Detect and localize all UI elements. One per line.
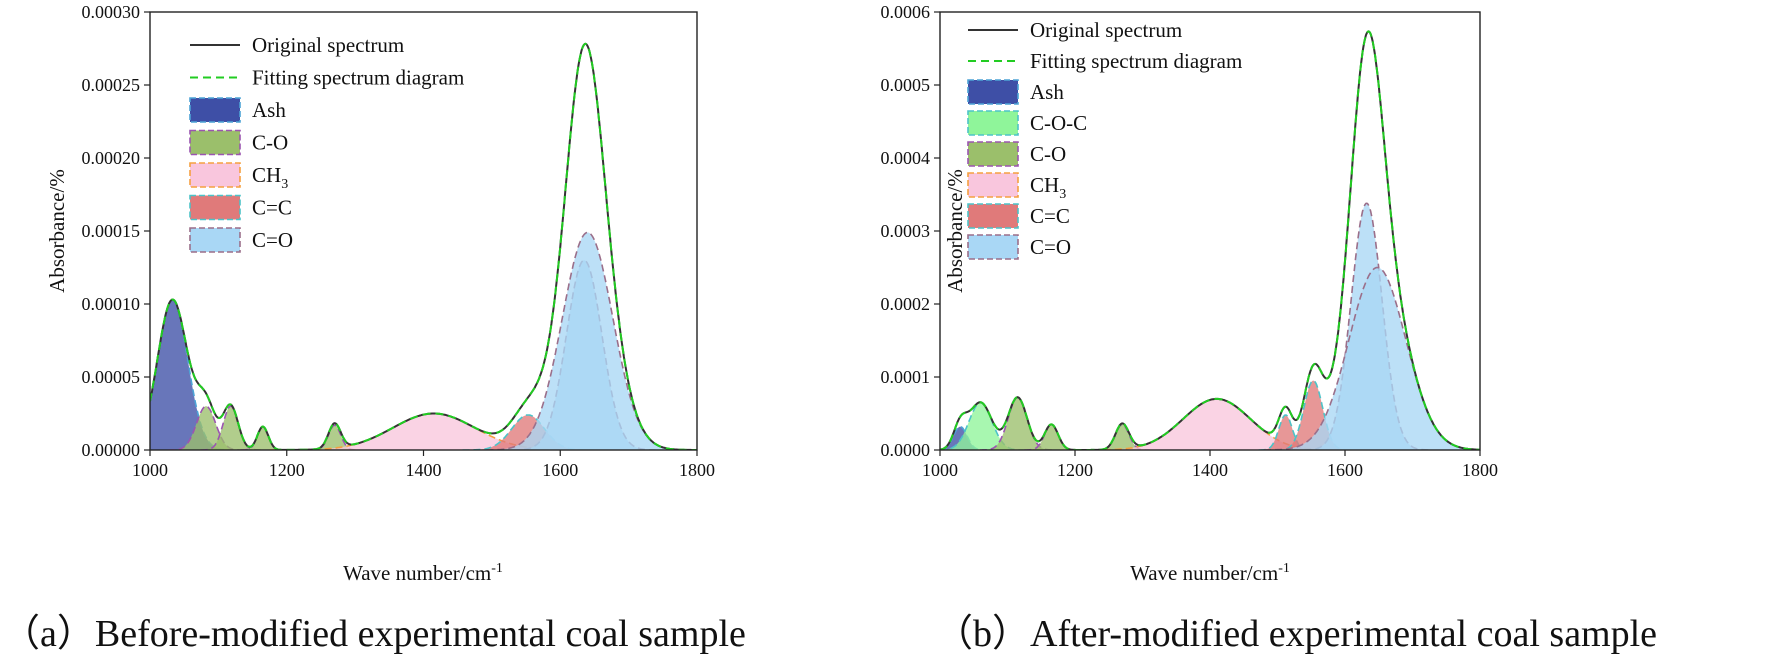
x-tick-label: 1600 bbox=[1327, 460, 1363, 480]
legend-label: CH3 bbox=[252, 163, 288, 192]
legend-swatch-ash bbox=[189, 97, 241, 123]
x-tick-label: 1000 bbox=[132, 460, 168, 480]
y-tick-label: 0.00020 bbox=[82, 148, 141, 168]
x-axis-label-a: Wave number/cm-1 bbox=[343, 561, 503, 585]
legend-swatch-c=c bbox=[189, 194, 241, 221]
panel-b: 1000 1200 1400 1600 1800 0.0000 0.0001 0.0002 0.… bbox=[881, 2, 1658, 655]
x-axis-label-main-b: Wave number/cm bbox=[1130, 561, 1278, 585]
peak-fill-c=o-9 bbox=[1264, 267, 1480, 450]
legend-a: Original spectrum Fitting spectrum diagra… bbox=[189, 33, 464, 253]
y-tick-label: 0.0006 bbox=[881, 2, 931, 22]
peak-fill-ch3-5 bbox=[1081, 398, 1352, 450]
axes-b: 1000 1200 1400 1600 1800 0.0000 0.0001 0.0002 0.… bbox=[881, 2, 1499, 480]
legend-label: C-O bbox=[252, 131, 288, 155]
x-tick-label: 1600 bbox=[542, 460, 578, 480]
legend-label: Fitting spectrum diagram bbox=[1030, 49, 1242, 73]
y-tick-label: 0.00010 bbox=[82, 294, 141, 314]
peak-fill-c=c-7 bbox=[1275, 380, 1352, 450]
x-axis-label-b: Wave number/cm-1 bbox=[1130, 561, 1290, 585]
x-tick-label: 1400 bbox=[1192, 460, 1228, 480]
peak-fill-c=o-8 bbox=[486, 232, 689, 450]
peak-fill-c-o-4 bbox=[1095, 424, 1150, 450]
peak-fill-ash-0 bbox=[150, 299, 233, 450]
y-tick-label: 0.00005 bbox=[82, 367, 141, 387]
peak-fill-ch3-5 bbox=[269, 413, 598, 450]
legend-label: Ash bbox=[1030, 80, 1064, 104]
peak-outline-c-o-2 bbox=[200, 405, 261, 450]
axes-a: 1000 1200 1400 1600 1800 0.00000 0.00005 0.0001… bbox=[82, 2, 716, 480]
peak-fill-c=c-6 bbox=[462, 415, 594, 450]
x-axis-label-sup-a: -1 bbox=[491, 561, 503, 576]
peak-fill-c-o-3 bbox=[1024, 424, 1079, 450]
peak-fill-c=c-6 bbox=[1258, 415, 1313, 450]
y-tick-label: 0.0000 bbox=[881, 440, 931, 460]
y-tick-label: 0.0001 bbox=[881, 367, 931, 387]
peak-fill-c-o-3 bbox=[240, 426, 285, 450]
peak-fill-c-o-1 bbox=[167, 406, 245, 450]
x-tick-label: 1200 bbox=[269, 460, 305, 480]
fitting-spectrum-line bbox=[150, 42, 697, 450]
legend-label: C=C bbox=[1030, 204, 1070, 228]
y-tick-label: 0.00015 bbox=[82, 221, 141, 241]
y-tick-label: 0.0004 bbox=[881, 148, 931, 168]
legend-swatch-c-o bbox=[189, 129, 241, 156]
fitting-spectrum-line bbox=[940, 30, 1480, 450]
peak-fill-c-o-4 bbox=[310, 425, 360, 450]
legend-swatch-c=o bbox=[189, 227, 241, 253]
x-axis-label-sup-b: -1 bbox=[1278, 561, 1290, 576]
x-tick-label: 1400 bbox=[406, 460, 442, 480]
y-axis-label-a: Absorbance/% bbox=[45, 169, 69, 293]
y-tick-label: 0.0005 bbox=[881, 75, 931, 95]
y-tick-label: 0.00030 bbox=[82, 2, 141, 22]
legend-label: Original spectrum bbox=[1030, 18, 1182, 42]
peak-fill-c-o-2 bbox=[979, 397, 1056, 450]
x-axis-label-main-a: Wave number/cm bbox=[343, 561, 491, 585]
legend-label: C-O bbox=[1030, 142, 1066, 166]
legend-swatch-c=o bbox=[967, 234, 1019, 260]
y-tick-label: 0.0002 bbox=[881, 294, 931, 314]
legend-label: C=O bbox=[252, 228, 293, 252]
legend-label: CH3 bbox=[1030, 173, 1066, 202]
peak-outline-ash-0 bbox=[940, 425, 988, 450]
x-tick-label: 1000 bbox=[922, 460, 958, 480]
legend-swatch-c=c bbox=[967, 203, 1019, 229]
panel-a: 1000 1200 1400 1600 1800 0.00000 0.00005 0.0001… bbox=[2, 2, 746, 655]
y-axis-label-b: Absorbance/% bbox=[943, 169, 967, 293]
peak-fill-c-o-2 bbox=[200, 406, 261, 450]
plot-area-a bbox=[150, 42, 697, 450]
y-tick-label: 0.00025 bbox=[82, 75, 141, 95]
legend-swatch-c-o bbox=[967, 141, 1019, 167]
legend-label: C=O bbox=[1030, 235, 1071, 259]
x-tick-label: 1200 bbox=[1057, 460, 1093, 480]
legend-label: C=C bbox=[252, 196, 292, 220]
legend-swatch-ch3 bbox=[189, 162, 241, 188]
y-tick-label: 0.0003 bbox=[881, 221, 931, 241]
legend-swatch-ch3 bbox=[967, 172, 1019, 198]
legend-b: Original spectrum Fitting spectrum diagra… bbox=[967, 18, 1242, 260]
legend-label: Fitting spectrum diagram bbox=[252, 66, 464, 90]
legend-label: Original spectrum bbox=[252, 33, 404, 57]
caption-a: （a）Before-modified experimental coal sam… bbox=[2, 613, 746, 655]
legend-label: Ash bbox=[252, 98, 286, 122]
legend-swatch-ash bbox=[967, 79, 1019, 105]
x-tick-label: 1800 bbox=[1462, 460, 1498, 480]
x-tick-label: 1800 bbox=[679, 460, 715, 480]
plot-area-b bbox=[940, 30, 1480, 450]
caption-b: （b）After-modified experimental coal samp… bbox=[935, 613, 1657, 655]
legend-swatch-c-o-c bbox=[967, 110, 1019, 136]
y-tick-label: 0.00000 bbox=[82, 440, 141, 460]
legend-label: C-O-C bbox=[1030, 111, 1087, 135]
